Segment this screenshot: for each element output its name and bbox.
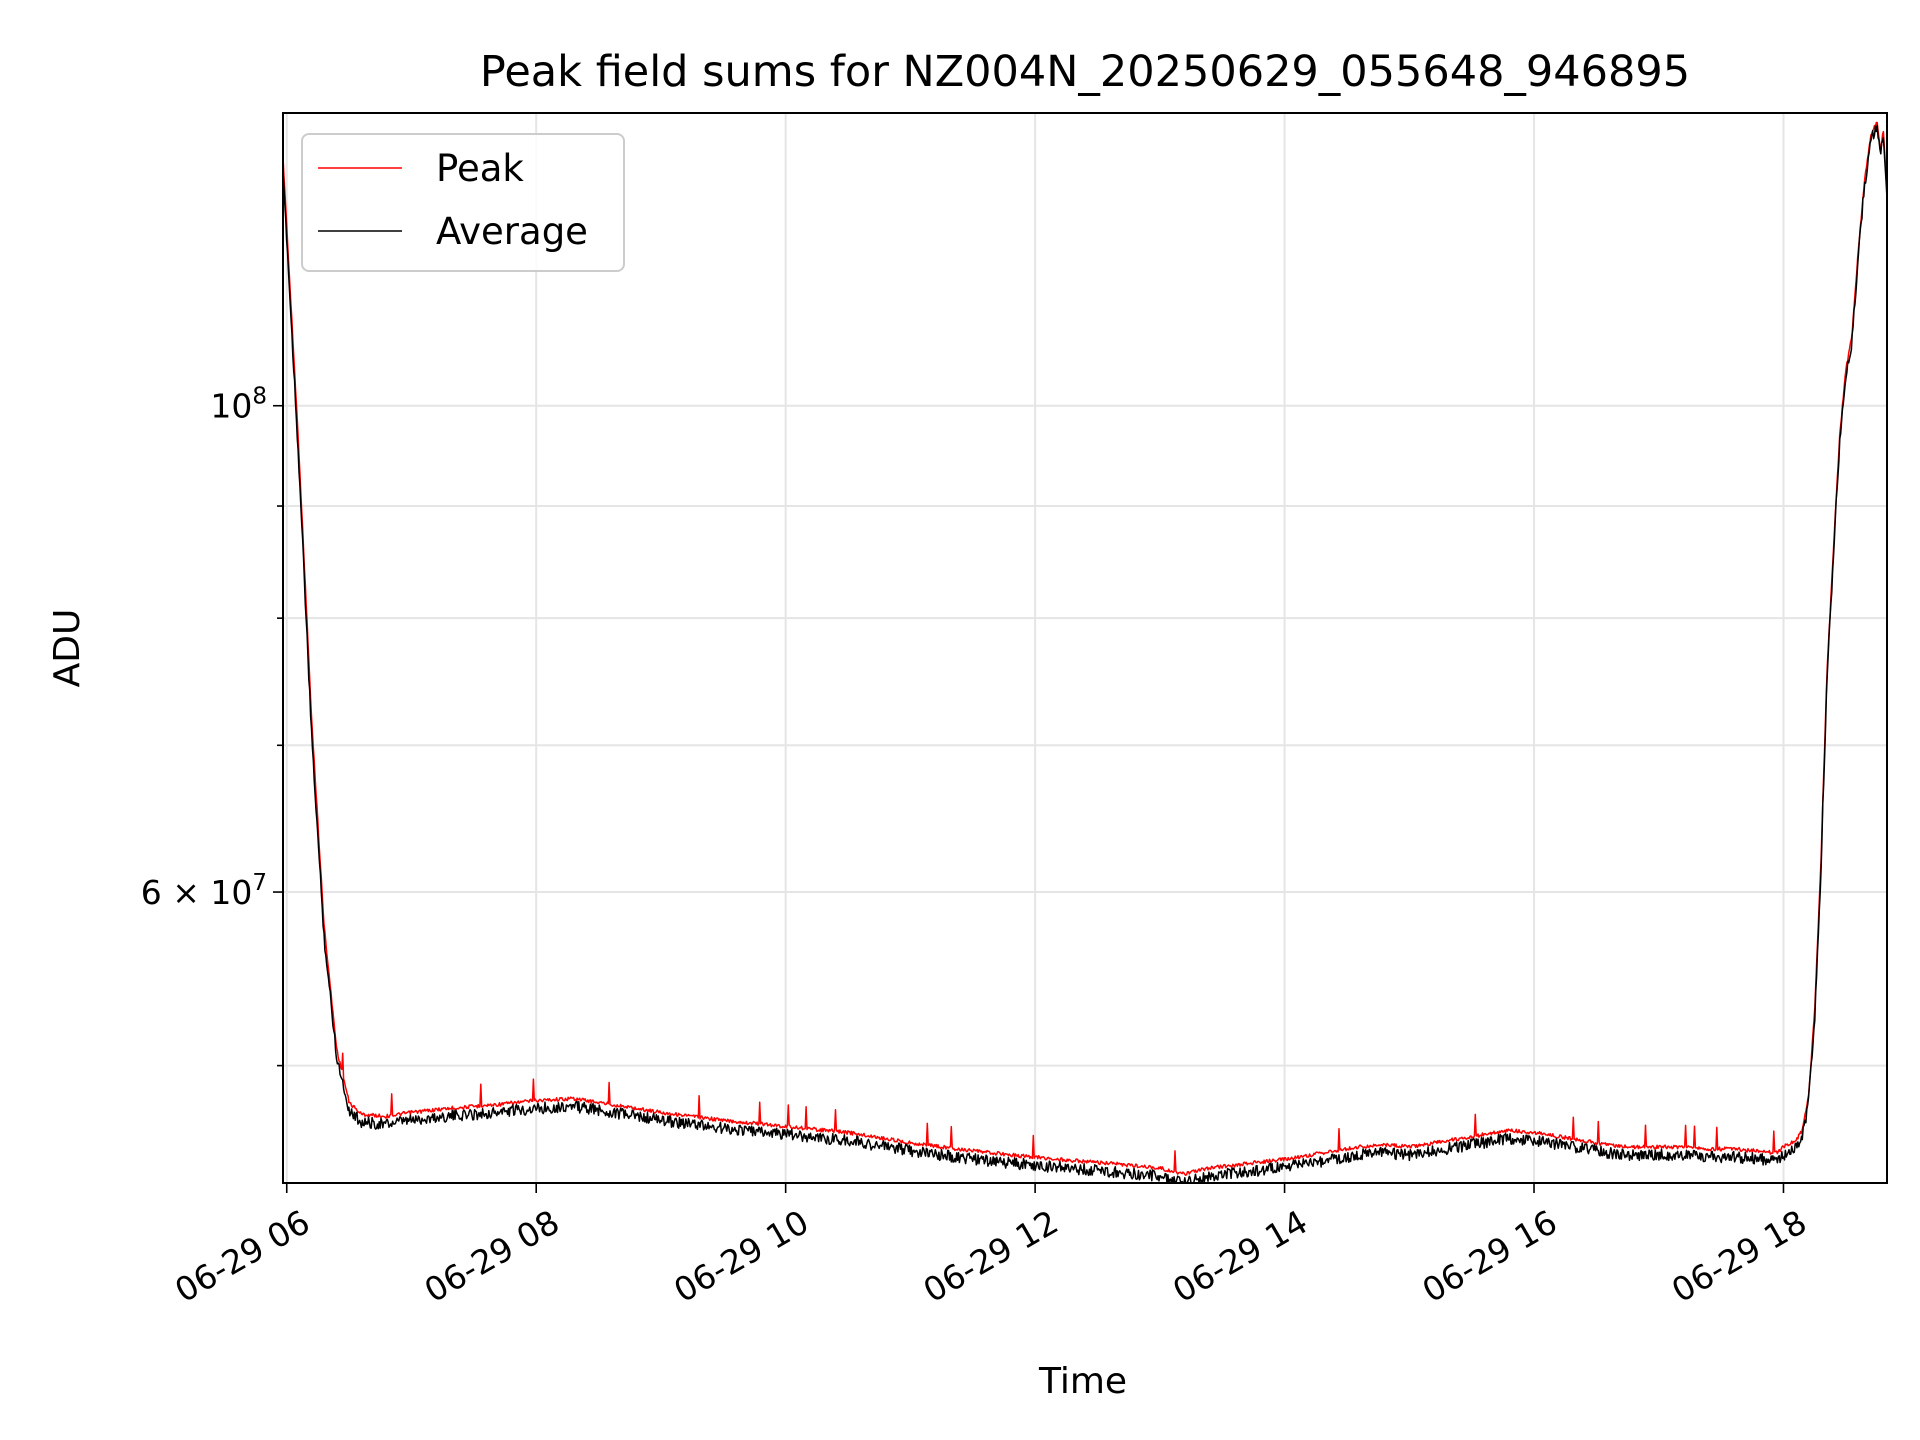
- y-tick-label: 108: [210, 384, 267, 426]
- legend-label-average: Average: [436, 210, 588, 253]
- chart-title: Peak field sums for NZ004N_20250629_0556…: [480, 47, 1690, 97]
- series-line-peak: [282, 121, 1888, 1177]
- grid-layer: [283, 113, 1887, 1183]
- x-axis-title: Time: [1038, 1361, 1127, 1402]
- series-layer: [282, 121, 1888, 1184]
- plot-frame: [282, 112, 1888, 1184]
- y-axis-title: ADU: [47, 609, 88, 688]
- legend-label-peak: Peak: [436, 147, 524, 190]
- series-line-average: [282, 124, 1888, 1184]
- y-tick-label: 6 × 107: [141, 870, 267, 912]
- legend: Peak Average: [301, 133, 625, 272]
